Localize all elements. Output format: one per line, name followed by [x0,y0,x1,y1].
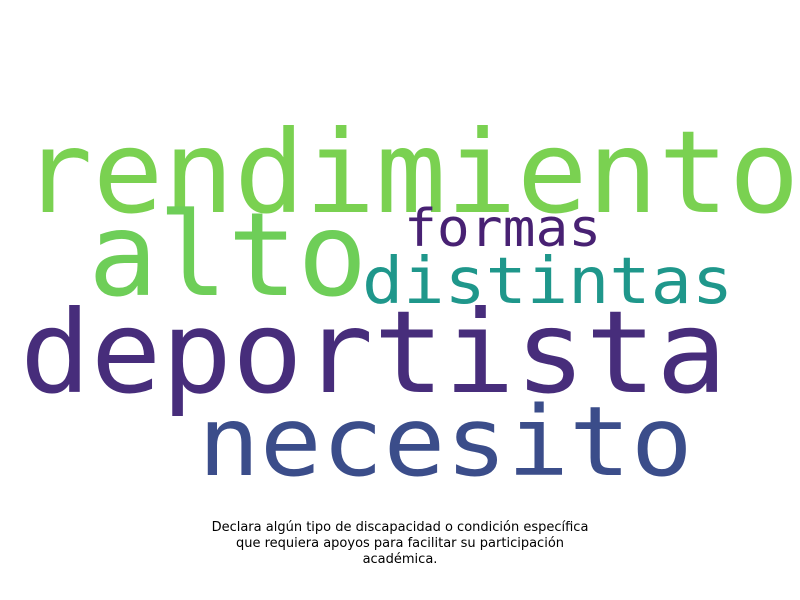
word-formas: formas [404,199,602,259]
caption-line-2: que requiera apoyos para facilitar su pa… [235,536,565,551]
word-rendimiento: rendimiento [22,106,800,239]
word-distintas: distintas [362,245,734,319]
word-alto: alto [88,188,368,323]
figure-caption: Declara algún tipo de discapacidad o con… [150,520,650,568]
caption-line-1: Declara algún tipo de discapacidad o con… [211,520,589,535]
word-necesito: necesito [198,386,693,498]
word-deportista: deportista [20,286,727,419]
caption-line-3: académica. [362,552,438,567]
